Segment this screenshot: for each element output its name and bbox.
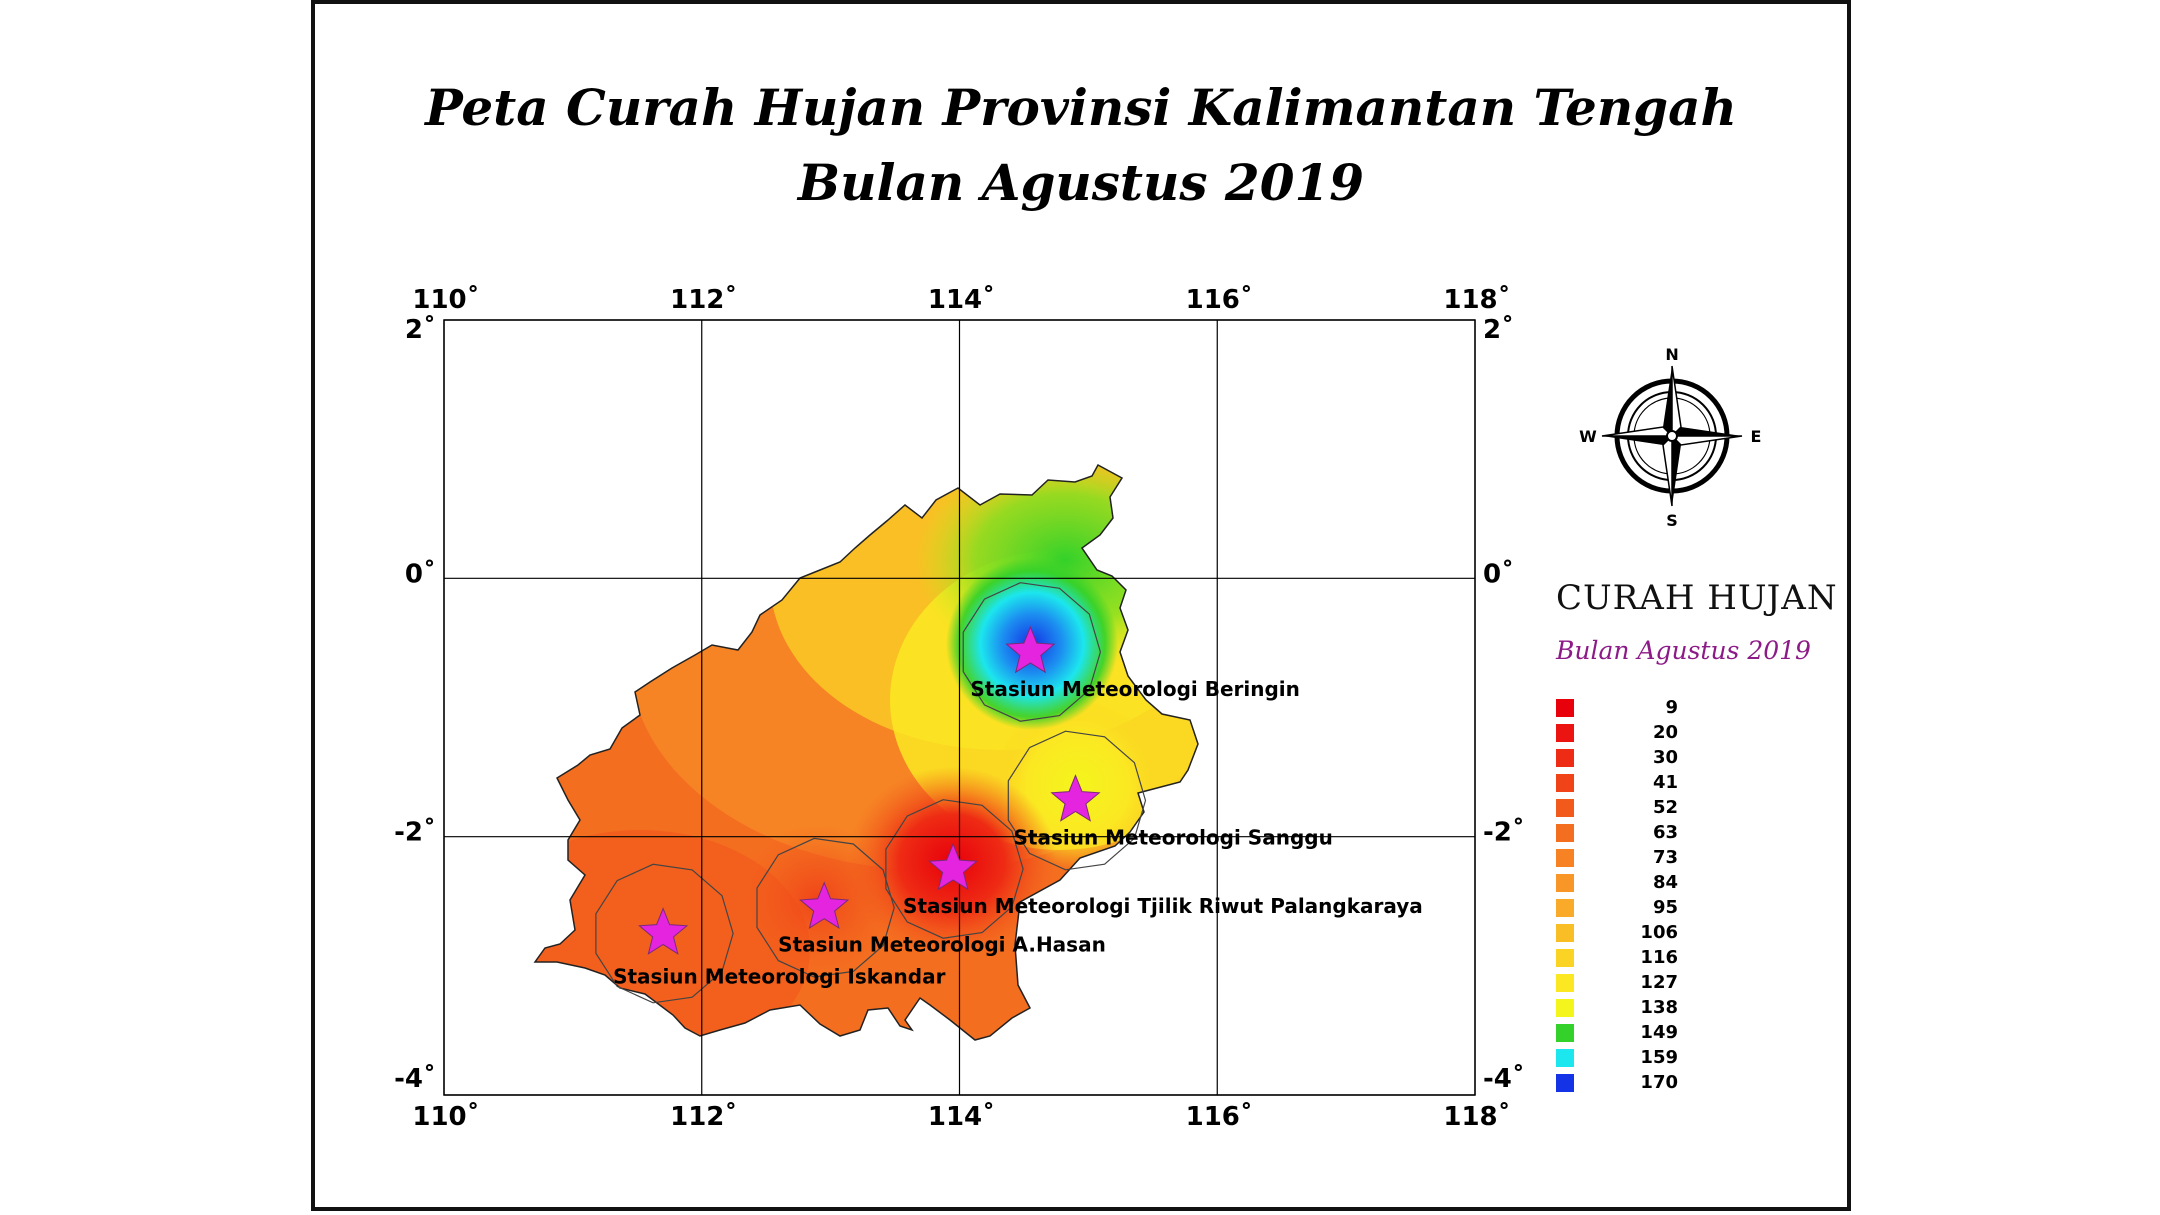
lat-label-left: 2˚	[405, 314, 436, 345]
legend-item: 52	[1556, 796, 1716, 821]
legend-swatch	[1556, 1074, 1574, 1092]
legend-item: 116	[1556, 946, 1716, 971]
legend-value: 63	[1652, 822, 1678, 843]
legend-value: 170	[1640, 1072, 1678, 1093]
legend-item: 41	[1556, 771, 1716, 796]
legend-swatch	[1556, 799, 1574, 817]
station-star	[928, 842, 979, 891]
legend-value: 106	[1640, 922, 1678, 943]
compass-n: N	[1665, 345, 1678, 364]
station-ring	[962, 582, 1102, 722]
legend-item: 20	[1556, 721, 1716, 746]
legend-value: 52	[1652, 797, 1678, 818]
compass-e: E	[1751, 427, 1762, 446]
legend-item: 73	[1556, 846, 1716, 871]
lon-label-top: 118˚	[1443, 284, 1510, 315]
lon-label-top: 112˚	[670, 284, 737, 315]
legend-item: 170	[1556, 1071, 1716, 1096]
station-label: Stasiun Meteorologi Iskandar	[613, 965, 946, 989]
compass-rose: N S E W	[1579, 345, 1761, 530]
legend-value: 41	[1652, 772, 1678, 793]
legend-swatch	[1556, 874, 1574, 892]
station-label: Stasiun Meteorologi Beringin	[970, 677, 1300, 701]
compass-main-points	[1601, 365, 1743, 507]
legend-swatch	[1556, 774, 1574, 792]
legend-item: 138	[1556, 996, 1716, 1021]
station-star	[1005, 625, 1056, 674]
legend-item: 149	[1556, 1021, 1716, 1046]
legend-swatch	[1556, 974, 1574, 992]
legend-value: 159	[1640, 1047, 1678, 1068]
legend-subtitle: Bulan Agustus 2019	[1556, 636, 1811, 665]
station-label: Stasiun Meteorologi A.Hasan	[778, 933, 1106, 957]
lon-label-bottom: 116˚	[1186, 1101, 1253, 1132]
compass-w: W	[1579, 427, 1597, 446]
map-subtitle: Bulan Agustus 2019	[797, 153, 1365, 212]
legend-value: 116	[1640, 947, 1678, 968]
legend-value: 20	[1652, 722, 1678, 743]
station-ring	[885, 799, 1024, 939]
lat-label-left: -2˚	[394, 817, 436, 848]
legend-swatch	[1556, 824, 1574, 842]
legend-value: 127	[1640, 972, 1678, 993]
station-ring	[756, 837, 895, 978]
map-title: Peta Curah Hujan Provinsi Kalimantan Ten…	[425, 78, 1737, 137]
legend-swatch	[1556, 749, 1574, 767]
station-ring	[595, 863, 734, 1004]
lon-label-top: 114˚	[928, 284, 995, 315]
compass-center	[1666, 430, 1678, 442]
legend-item: 9	[1556, 696, 1716, 721]
legend-item: 159	[1556, 1046, 1716, 1071]
compass-s: S	[1666, 511, 1678, 530]
lon-label-bottom: 110˚	[412, 1101, 479, 1132]
map-frame	[311, 0, 1851, 1211]
legend-value: 73	[1652, 847, 1678, 868]
station-label: Stasiun Meteorologi Sanggu	[1013, 826, 1332, 850]
lat-label-left: -4˚	[394, 1063, 436, 1094]
station-ring	[1007, 730, 1147, 871]
legend-swatch	[1556, 699, 1574, 717]
legend-swatch	[1556, 849, 1574, 867]
legend-item: 84	[1556, 871, 1716, 896]
legend-swatch	[1556, 924, 1574, 942]
station-star	[799, 881, 850, 929]
lon-label-top: 110˚	[412, 284, 479, 315]
legend-value: 95	[1652, 897, 1678, 918]
lon-label-bottom: 118˚	[1443, 1101, 1510, 1132]
legend-item: 30	[1556, 746, 1716, 771]
map-grid: 110˚ 110˚ 112˚ 112˚ 114˚ 114˚ 116˚ 116˚ 118˚ 118˚…	[394, 284, 1525, 1132]
lon-label-top: 116˚	[1186, 284, 1253, 315]
legend-item: 127	[1556, 971, 1716, 996]
legend-swatch	[1556, 724, 1574, 742]
legend-swatch	[1556, 1024, 1574, 1042]
legend-value: 138	[1640, 997, 1678, 1018]
lat-label-right: 2˚	[1483, 314, 1514, 345]
station-rings	[595, 582, 1147, 1004]
legend-item: 63	[1556, 821, 1716, 846]
lon-label-bottom: 112˚	[670, 1101, 737, 1132]
legend-swatch	[1556, 999, 1574, 1017]
legend-list: 9 20 30 41 52 63 73 84 95 106 116 127 138 149 159 170	[1556, 696, 1716, 1096]
legend-value: 149	[1640, 1022, 1678, 1043]
station-star	[1050, 774, 1101, 822]
lat-label-left: 0˚	[405, 558, 436, 589]
legend-swatch	[1556, 1049, 1574, 1067]
legend-value: 30	[1652, 747, 1678, 768]
lat-label-right: 0˚	[1483, 558, 1514, 589]
legend-value: 9	[1665, 697, 1678, 718]
lat-label-right: -4˚	[1483, 1063, 1525, 1094]
station-markers: Stasiun Meteorologi Beringin Stasiun Mete…	[613, 625, 1423, 989]
legend-item: 95	[1556, 896, 1716, 921]
legend-swatch	[1556, 949, 1574, 967]
lon-label-bottom: 114˚	[928, 1101, 995, 1132]
legend-item: 106	[1556, 921, 1716, 946]
lat-label-right: -2˚	[1483, 817, 1525, 848]
station-label: Stasiun Meteorologi Tjilik Riwut Palangk…	[903, 894, 1423, 918]
legend-title: CURAH HUJAN	[1556, 578, 1838, 618]
station-star	[638, 907, 689, 955]
legend-value: 84	[1652, 872, 1678, 893]
legend-swatch	[1556, 899, 1574, 917]
